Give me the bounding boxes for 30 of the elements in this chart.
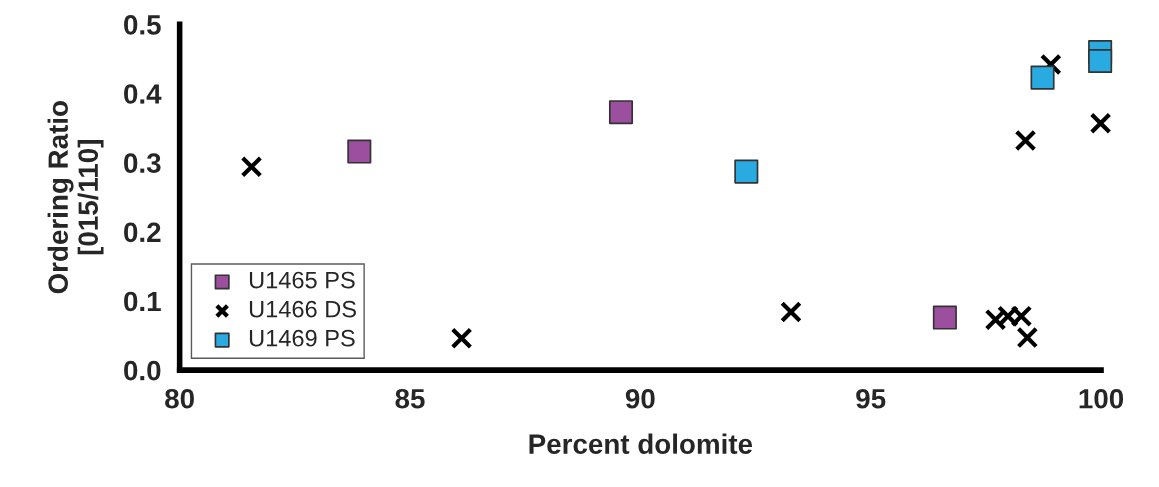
- y-tick-label: 0.2: [124, 222, 161, 243]
- point: [1014, 129, 1037, 152]
- point: [1030, 65, 1055, 90]
- point: [1088, 48, 1113, 74]
- point: [734, 159, 759, 184]
- y-tick-label: 0.1: [124, 291, 161, 312]
- point: [1039, 53, 1062, 76]
- x-tick-label: 80: [165, 388, 194, 409]
- point: [932, 305, 957, 330]
- y-tick-label: 0.4: [124, 84, 162, 104]
- point: [450, 327, 473, 350]
- x-tick-label: 85: [395, 388, 425, 409]
- point: [1089, 112, 1112, 135]
- x-axis-title: Percent dolomite: [529, 433, 753, 454]
- point: [984, 308, 1007, 331]
- point: [780, 301, 802, 323]
- legend-label: U1469 PS: [249, 329, 355, 347]
- x-tick-label: 95: [856, 388, 886, 409]
- y-tick-label: 0.3: [124, 153, 161, 174]
- point: [240, 155, 263, 178]
- legend-label: U1465 PS: [249, 271, 355, 289]
- point: [1016, 326, 1039, 349]
- legend-label: U1466 DS: [249, 300, 356, 318]
- point: [347, 139, 372, 164]
- x-tick-label: 100: [1079, 388, 1124, 409]
- x-tick-label: 90: [625, 388, 655, 409]
- y-tick-label: 0.5: [124, 15, 161, 35]
- y-tick-label: 0.0: [124, 360, 161, 381]
- point: [608, 100, 634, 125]
- y-axis-title: Ordering Ratio [015/110]: [47, 101, 104, 294]
